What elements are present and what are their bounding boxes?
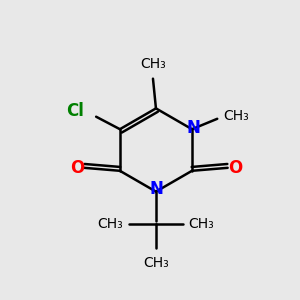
Text: CH₃: CH₃ (223, 109, 249, 123)
Text: CH₃: CH₃ (189, 217, 214, 231)
Text: N: N (187, 119, 200, 137)
Text: N: N (149, 180, 163, 198)
Text: CH₃: CH₃ (140, 57, 166, 71)
Text: O: O (228, 159, 242, 177)
Text: Cl: Cl (66, 102, 84, 120)
Text: O: O (70, 159, 84, 177)
Text: CH₃: CH₃ (143, 256, 169, 269)
Text: CH₃: CH₃ (98, 217, 123, 231)
